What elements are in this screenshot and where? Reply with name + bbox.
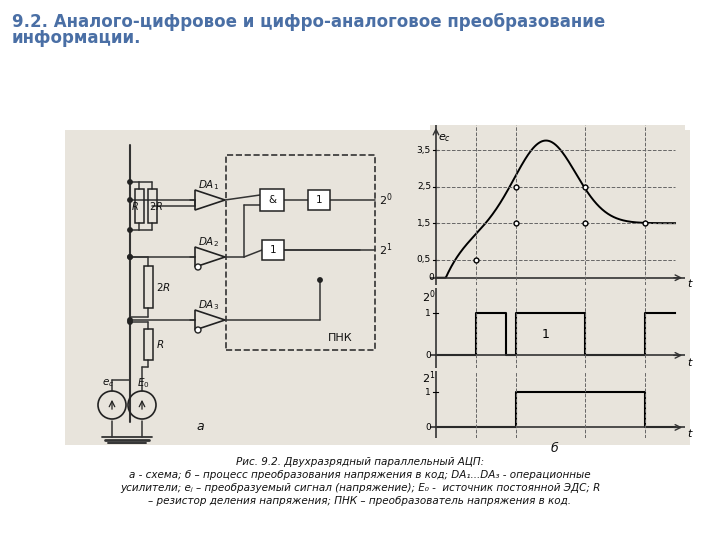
Text: $2^1$: $2^1$ bbox=[422, 370, 436, 386]
Bar bbox=[143, 266, 153, 308]
Text: 0: 0 bbox=[426, 351, 431, 360]
Text: ПНК: ПНК bbox=[328, 333, 352, 343]
Text: Рис. 9.2. Двухразрядный параллельный АЦП:: Рис. 9.2. Двухразрядный параллельный АЦП… bbox=[236, 457, 484, 467]
Bar bbox=[308, 190, 330, 210]
Text: $E_0$: $E_0$ bbox=[137, 376, 149, 390]
Bar bbox=[143, 329, 153, 360]
Text: информации.: информации. bbox=[12, 29, 142, 47]
Text: 1: 1 bbox=[426, 309, 431, 318]
Text: 9.2. Аналого-цифровое и цифро-аналоговое преобразование: 9.2. Аналого-цифровое и цифро-аналоговое… bbox=[12, 13, 606, 31]
Circle shape bbox=[318, 278, 323, 282]
Text: а - схема; б – процесс преобразования напряжения в код; DA₁...DA₃ - операционные: а - схема; б – процесс преобразования на… bbox=[129, 470, 591, 480]
Bar bbox=[260, 189, 284, 211]
Circle shape bbox=[128, 318, 132, 322]
Text: $2R$: $2R$ bbox=[156, 281, 171, 293]
Circle shape bbox=[128, 228, 132, 232]
Circle shape bbox=[128, 255, 132, 259]
Text: $R$: $R$ bbox=[131, 200, 139, 212]
Bar bbox=[65, 130, 690, 445]
Text: 0: 0 bbox=[426, 423, 431, 432]
Text: $2^0$: $2^0$ bbox=[422, 288, 436, 305]
Bar bbox=[148, 189, 156, 223]
Text: 0,5: 0,5 bbox=[417, 255, 431, 264]
Text: 1,5: 1,5 bbox=[417, 219, 431, 228]
Text: 1: 1 bbox=[270, 245, 276, 255]
Circle shape bbox=[128, 255, 132, 259]
Bar bbox=[226, 155, 375, 350]
Text: $t$: $t$ bbox=[687, 356, 693, 368]
Text: $e_c$: $e_c$ bbox=[438, 132, 451, 144]
Circle shape bbox=[128, 198, 132, 202]
Text: $t$: $t$ bbox=[687, 427, 693, 438]
Text: 3,5: 3,5 bbox=[417, 146, 431, 155]
Text: – резистор деления напряжения; ПНК – преобразователь напряжения в код.: – резистор деления напряжения; ПНК – пре… bbox=[148, 496, 572, 506]
Text: 1: 1 bbox=[315, 195, 323, 205]
Circle shape bbox=[195, 264, 201, 270]
Circle shape bbox=[128, 180, 132, 184]
Text: $2R$: $2R$ bbox=[149, 200, 163, 212]
Circle shape bbox=[128, 320, 132, 324]
Bar bbox=[135, 189, 143, 223]
Text: 1: 1 bbox=[426, 388, 431, 397]
Text: $DA_1$: $DA_1$ bbox=[198, 178, 219, 192]
Text: 2,5: 2,5 bbox=[417, 183, 431, 191]
Text: 0: 0 bbox=[428, 273, 434, 282]
Text: усилители; eⱼ – преобразуемый сигнал (напряжение); E₀ -  источник постоянной ЭДС: усилители; eⱼ – преобразуемый сигнал (на… bbox=[120, 483, 600, 493]
Text: 1: 1 bbox=[541, 328, 549, 341]
Text: $б$: $б$ bbox=[550, 441, 559, 456]
Bar bbox=[262, 240, 284, 260]
Text: $2^1$: $2^1$ bbox=[379, 242, 392, 258]
Text: $t$: $t$ bbox=[687, 277, 693, 289]
Text: $R$: $R$ bbox=[156, 339, 163, 350]
Text: $DA_3$: $DA_3$ bbox=[198, 298, 219, 312]
Text: $a$: $a$ bbox=[196, 421, 204, 434]
Text: $2^0$: $2^0$ bbox=[379, 192, 392, 208]
Circle shape bbox=[195, 327, 201, 333]
Text: &: & bbox=[268, 195, 276, 205]
Text: $e_c$: $e_c$ bbox=[102, 377, 114, 389]
Text: $DA_2$: $DA_2$ bbox=[198, 235, 219, 249]
